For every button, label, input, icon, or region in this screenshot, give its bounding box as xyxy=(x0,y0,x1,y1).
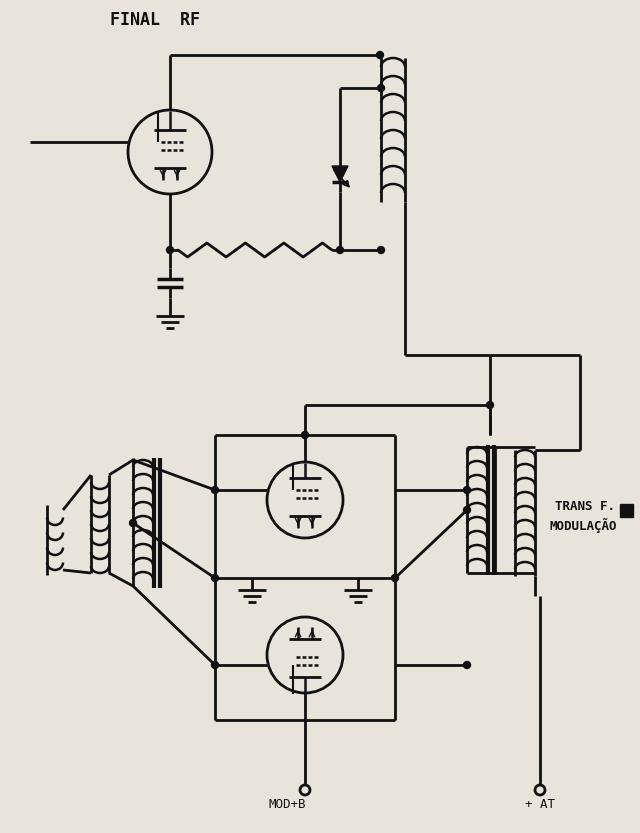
Circle shape xyxy=(463,486,470,493)
Text: + AT: + AT xyxy=(525,798,555,811)
Circle shape xyxy=(166,247,173,253)
Text: FINAL  RF: FINAL RF xyxy=(110,11,200,29)
Circle shape xyxy=(463,506,470,513)
Polygon shape xyxy=(332,166,348,182)
Circle shape xyxy=(211,486,218,493)
Circle shape xyxy=(378,247,385,253)
Circle shape xyxy=(486,402,493,408)
Circle shape xyxy=(463,661,470,669)
Circle shape xyxy=(301,431,308,438)
Circle shape xyxy=(337,247,344,253)
Circle shape xyxy=(211,661,218,669)
Circle shape xyxy=(129,520,136,526)
Text: TRANS F.: TRANS F. xyxy=(555,500,615,513)
Circle shape xyxy=(392,575,399,581)
Circle shape xyxy=(376,52,383,58)
Circle shape xyxy=(378,84,385,92)
Circle shape xyxy=(211,575,218,581)
Text: MODULAÇÃO: MODULAÇÃO xyxy=(549,518,616,533)
Bar xyxy=(620,504,633,517)
Text: MOD+B: MOD+B xyxy=(268,798,306,811)
